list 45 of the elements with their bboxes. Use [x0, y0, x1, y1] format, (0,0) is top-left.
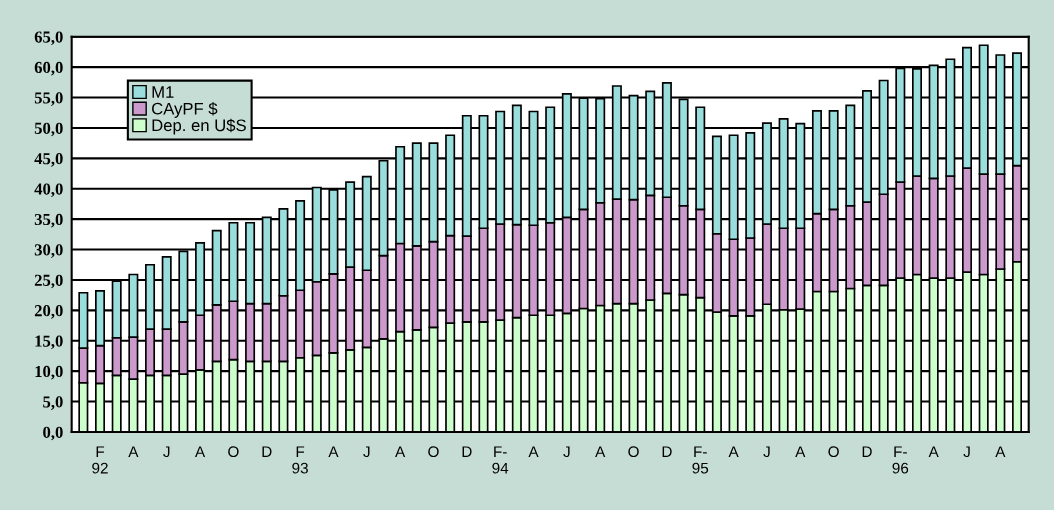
y-tick-label: 30,0	[34, 244, 63, 258]
x-tick-label: F- 95	[692, 446, 709, 474]
y-tick-label: 35,0	[34, 213, 63, 228]
x-tick-label: D	[662, 446, 672, 457]
y-tick-label: 15,0	[35, 335, 63, 350]
y-tick-label: 40,0	[34, 183, 63, 198]
x-tick-label: J	[963, 446, 970, 458]
x-tick-label: A	[928, 446, 939, 457]
y-tick-label: 10,0	[35, 365, 63, 380]
x-tick-label: J	[563, 446, 570, 458]
y-tick-label: 60,0	[34, 61, 63, 76]
legend-label: Dep. en U$S	[152, 118, 246, 135]
y-tick-label: 45,0	[34, 153, 63, 167]
y-tick-label: 65,0	[34, 31, 63, 46]
x-tick-label: F- 94	[492, 446, 509, 474]
x-tick-label: A	[128, 446, 139, 457]
x-tick-label: O	[628, 446, 639, 458]
x-tick-label: A	[795, 446, 806, 457]
x-tick-label: A	[528, 446, 539, 457]
x-tick-label: J	[763, 446, 770, 458]
x-tick-label: D	[462, 446, 472, 457]
x-tick-label: F 93	[292, 446, 308, 474]
x-tick-label: O	[428, 446, 439, 458]
x-tick-label: J	[163, 446, 170, 458]
y-tick-label: 20,0	[34, 305, 63, 319]
x-tick-label: A	[595, 446, 606, 457]
x-tick-label: F- 96	[892, 446, 909, 474]
y-tick-label: 50,0	[34, 122, 63, 137]
x-tick-label: D	[262, 446, 272, 457]
y-tick-label: 5,0	[43, 396, 63, 410]
x-tick-label: D	[862, 446, 872, 457]
legend-label: CAyPF $	[152, 102, 218, 118]
x-tick-label: A	[194, 446, 206, 457]
x-tick-label: F 92	[92, 446, 108, 474]
x-tick-label: A	[728, 446, 739, 457]
y-tick-label: 55,0	[34, 92, 63, 106]
y-tick-label: 0,0	[43, 426, 63, 441]
x-tick-label: O	[828, 446, 839, 458]
x-tick-label: O	[228, 446, 239, 458]
x-tick-label: A	[395, 446, 406, 457]
legend-label: M1	[152, 86, 174, 98]
x-tick-label: A	[328, 446, 339, 457]
x-tick-label: J	[363, 446, 370, 458]
x-tick-label: A	[995, 446, 1006, 457]
y-tick-label: 25,0	[34, 274, 63, 289]
